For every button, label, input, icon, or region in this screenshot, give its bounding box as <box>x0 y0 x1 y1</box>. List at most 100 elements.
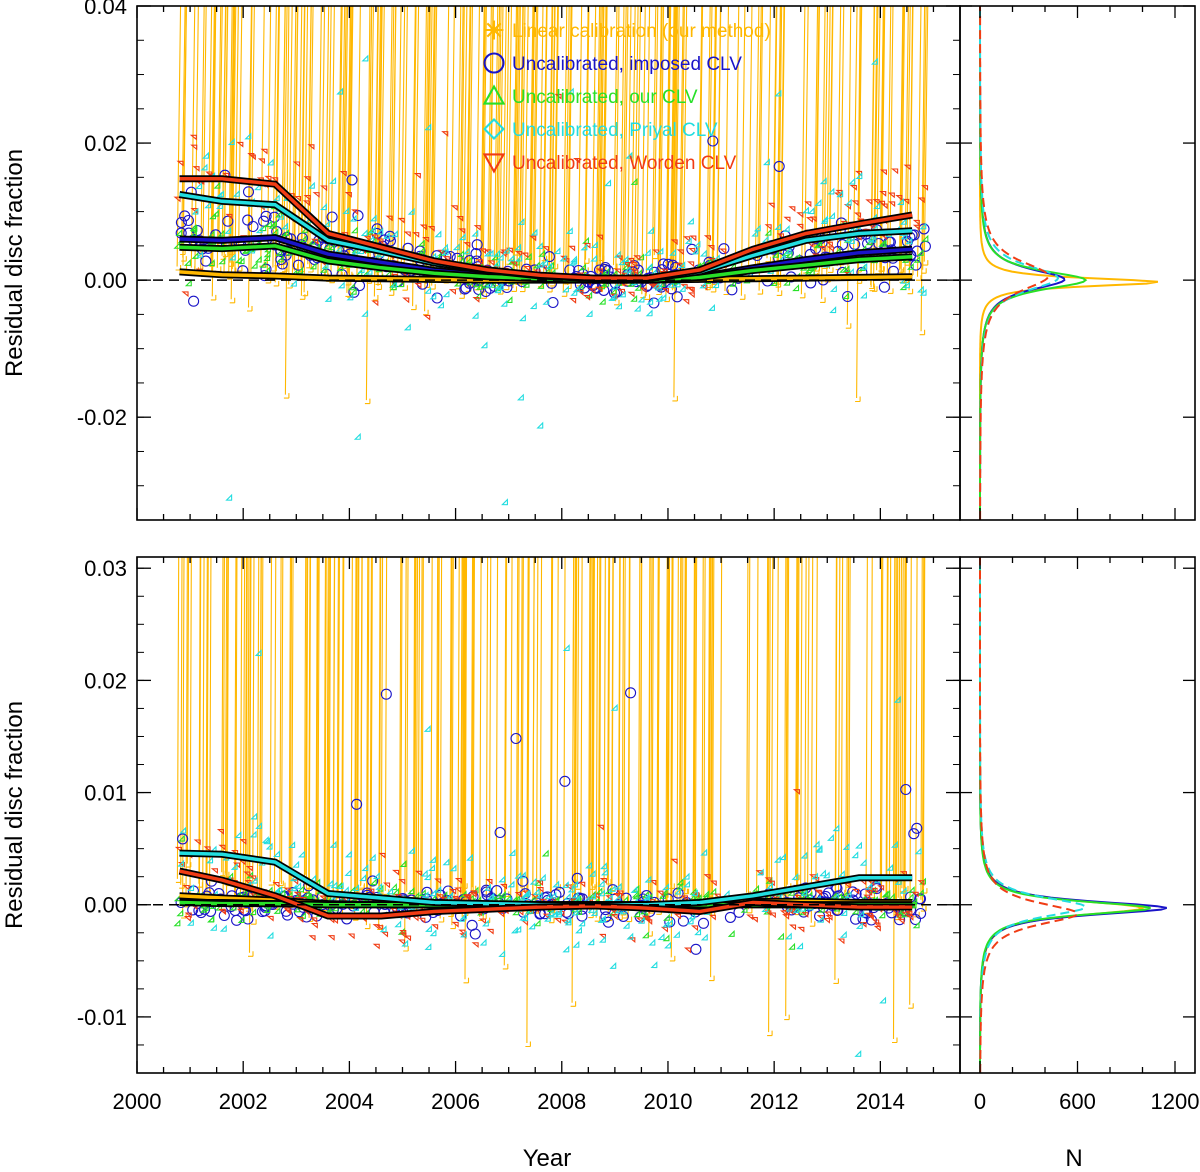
data-point <box>907 886 915 893</box>
data-point <box>826 246 835 253</box>
x-tick-label: 2014 <box>856 1089 905 1114</box>
y-tick-label: 0.03 <box>84 556 127 581</box>
data-point <box>179 210 191 222</box>
data-point <box>303 890 311 898</box>
data-point <box>851 200 859 207</box>
data-point <box>481 6 487 299</box>
data-point <box>891 168 899 175</box>
data-point <box>662 920 670 928</box>
legend-marker-asterisk <box>484 20 504 40</box>
data-point <box>186 918 194 926</box>
data-point <box>529 877 537 885</box>
data-point <box>263 250 271 258</box>
data-point <box>385 215 393 222</box>
data-point <box>633 255 641 261</box>
data-point <box>479 938 487 946</box>
data-point <box>248 154 256 161</box>
data-point <box>530 228 538 236</box>
data-point <box>494 826 506 839</box>
data-point <box>575 926 583 934</box>
data-point <box>173 196 181 203</box>
data-point <box>454 878 463 884</box>
data-point <box>203 846 211 853</box>
data-point <box>182 884 190 891</box>
data-point <box>613 894 621 902</box>
data-point <box>283 6 290 399</box>
data-point <box>309 874 317 882</box>
data-point <box>595 268 603 275</box>
data-point <box>919 6 926 336</box>
data-point <box>368 853 376 861</box>
data-point <box>538 873 546 881</box>
data-point <box>584 6 590 264</box>
data-point <box>525 906 533 914</box>
data-point <box>310 238 319 245</box>
data-point <box>811 872 819 880</box>
data-point <box>894 877 902 885</box>
data-point <box>480 884 492 896</box>
data-point <box>637 253 645 261</box>
data-point <box>380 688 392 700</box>
data-point <box>549 891 557 899</box>
data-point <box>386 887 394 895</box>
axes: 2000 2002 2004 2006 2008 2010 2012 2014 0.04 0.02… <box>77 0 1200 1114</box>
data-point <box>610 282 618 290</box>
data-point <box>658 280 666 287</box>
data-point <box>434 230 442 238</box>
legend-item: Uncalibrated, Worden CLV <box>482 153 737 174</box>
data-point <box>815 845 823 853</box>
data-point <box>289 884 297 892</box>
data-point <box>645 919 653 925</box>
data-point <box>472 297 480 303</box>
data-point <box>462 557 468 889</box>
data-point <box>578 881 586 888</box>
data-point <box>919 288 927 296</box>
data-point <box>814 6 820 275</box>
top-histogram <box>979 6 1159 520</box>
data-point <box>222 215 234 227</box>
data-point <box>449 889 457 895</box>
data-point <box>700 933 708 941</box>
data-point <box>563 892 571 900</box>
data-point <box>764 877 772 884</box>
data-point <box>774 89 782 97</box>
data-point <box>296 917 304 923</box>
data-point <box>545 262 553 270</box>
data-point <box>625 151 633 159</box>
data-point <box>776 6 783 296</box>
data-point <box>571 908 579 916</box>
data-point <box>605 894 613 902</box>
data-point <box>809 557 816 927</box>
data-point <box>193 839 201 846</box>
data-point <box>258 215 270 227</box>
data-point <box>652 6 659 260</box>
data-point <box>805 217 814 223</box>
data-point <box>662 883 670 891</box>
data-point <box>855 841 863 849</box>
data-point <box>497 911 505 918</box>
data-point <box>571 880 579 888</box>
data-point <box>360 229 368 237</box>
data-point <box>271 177 279 183</box>
data-point <box>547 296 559 309</box>
data-point <box>463 557 470 984</box>
data-point <box>368 226 376 234</box>
data-point <box>478 248 487 255</box>
data-point <box>211 209 219 217</box>
data-point <box>588 869 596 877</box>
data-point <box>888 201 896 208</box>
data-point <box>899 283 907 291</box>
hist-x-tick-label: 1200 <box>1151 1089 1200 1114</box>
data-point <box>187 884 195 892</box>
data-point <box>240 889 248 896</box>
data-point <box>583 294 591 301</box>
data-point <box>175 229 183 236</box>
data-point <box>903 281 911 289</box>
data-point <box>631 890 639 898</box>
data-point <box>352 904 360 912</box>
data-point <box>284 909 292 916</box>
data-point <box>562 285 570 293</box>
data-point <box>808 874 817 880</box>
data-point <box>662 913 670 921</box>
data-point <box>921 234 929 242</box>
